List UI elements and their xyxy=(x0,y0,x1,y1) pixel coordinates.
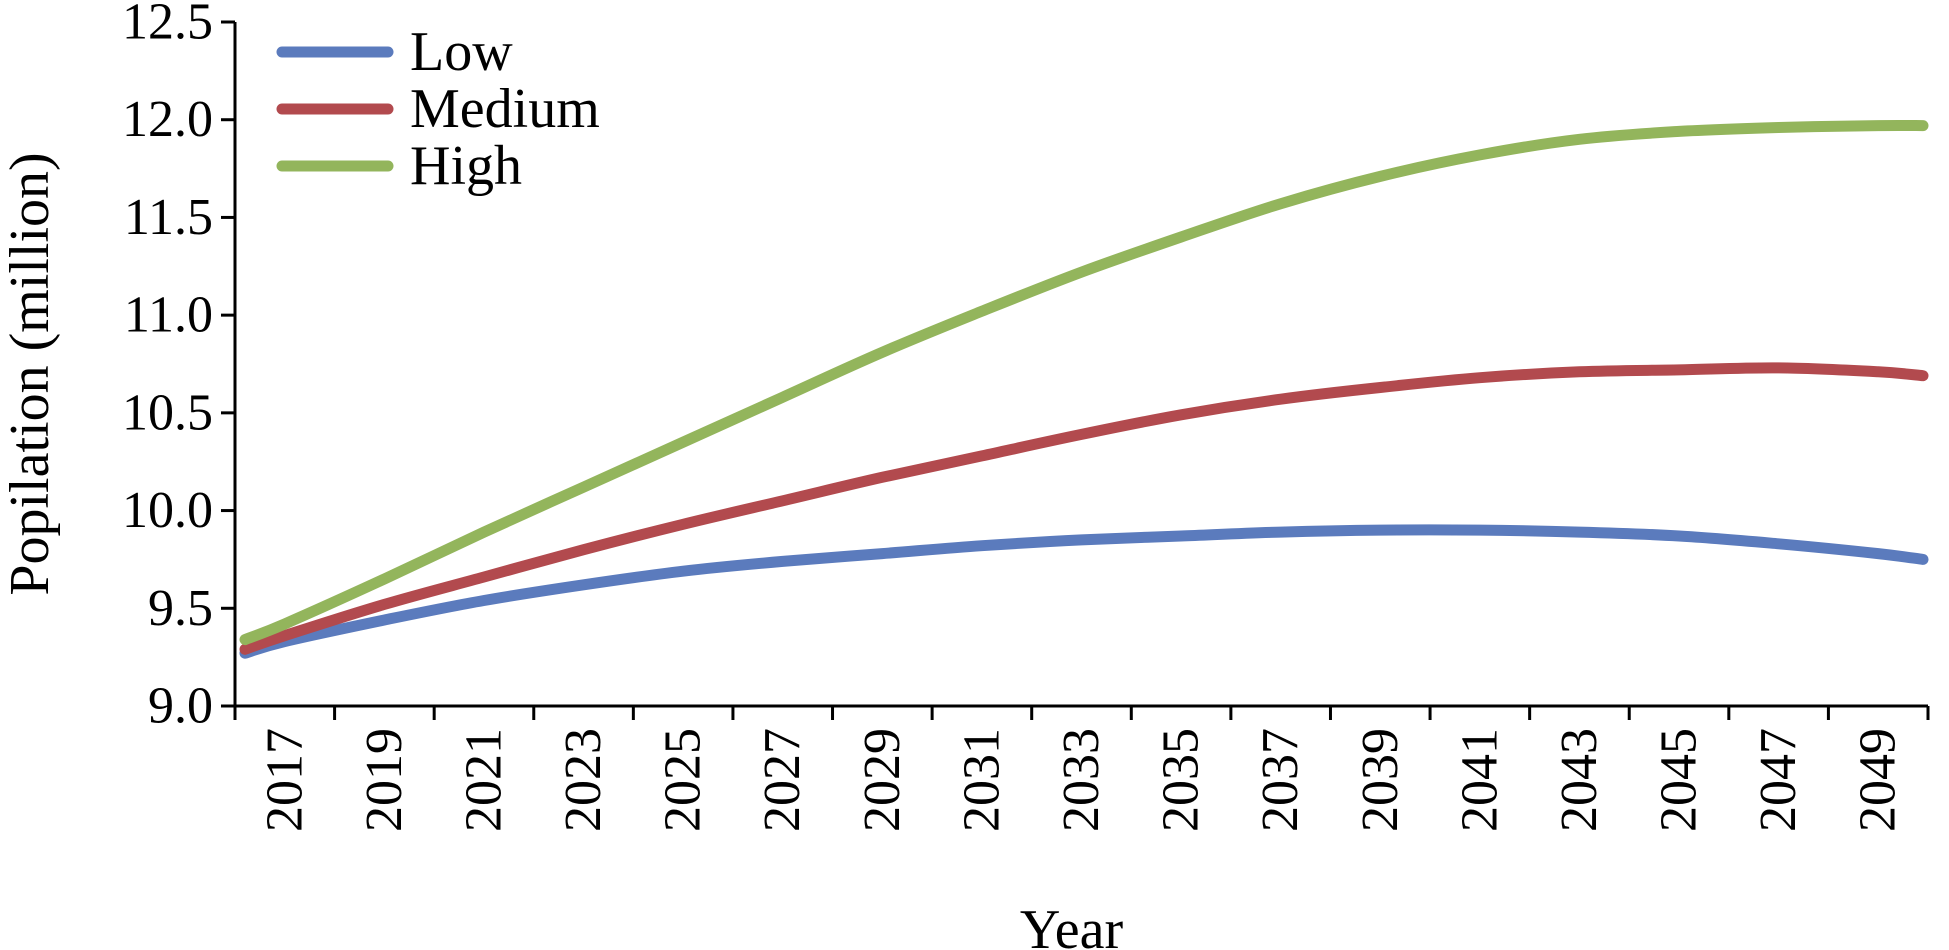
y-tick-label: 11.5 xyxy=(124,189,213,246)
series-line-high xyxy=(239,119,1929,646)
legend-label-medium: Medium xyxy=(410,78,600,140)
series-line-medium xyxy=(239,362,1929,655)
x-tick-label: 2037 xyxy=(1252,728,1309,832)
x-tick-label: 2027 xyxy=(754,728,811,832)
legend-label-high: High xyxy=(410,135,522,197)
y-tick-label: 9.5 xyxy=(148,580,213,637)
series-line-low xyxy=(239,524,1929,659)
plot-lines xyxy=(239,119,1929,659)
x-tick-label: 2039 xyxy=(1352,728,1409,832)
x-tick-label: 2023 xyxy=(555,728,612,832)
y-tick-label: 12.5 xyxy=(122,0,213,51)
legend-label-low: Low xyxy=(410,21,513,83)
x-ticks: 2017 2019 2021 2023 2025 2027 2029 2031 2033 2035… xyxy=(233,706,1930,832)
x-tick-label: 2025 xyxy=(655,728,712,832)
x-tick-label: 2031 xyxy=(953,728,1010,832)
x-tick-label: 2035 xyxy=(1153,728,1210,832)
x-tick-label: 2029 xyxy=(854,728,911,832)
x-axis-title: Year xyxy=(1020,899,1124,950)
y-tick-label: 10.5 xyxy=(122,384,213,441)
x-tick-label: 2017 xyxy=(256,728,313,832)
y-tick-label: 12.0 xyxy=(122,91,213,148)
y-axis-title: Popilation (million) xyxy=(0,152,61,595)
y-ticks: 9.0 9.5 10.0 10.5 11.0 11.5 12.0 12.5 xyxy=(122,0,235,735)
x-tick-label: 2021 xyxy=(455,728,512,832)
x-tick-label: 2049 xyxy=(1850,728,1907,832)
y-tick-label: 11.0 xyxy=(124,287,213,344)
axes: 9.09.510.010.511.011.512.012.5 2017 2019 2… xyxy=(122,0,1930,832)
x-tick-label: 2033 xyxy=(1053,728,1110,832)
x-tick-label: 2043 xyxy=(1551,728,1608,832)
x-tick-label: 2045 xyxy=(1651,728,1708,832)
y-tick-label: 10.0 xyxy=(122,482,213,539)
x-tick-label: 2019 xyxy=(356,728,413,832)
x-tick-label: 2041 xyxy=(1451,728,1508,832)
y-tick-label: 9.0 xyxy=(148,678,213,735)
x-tick-label: 2047 xyxy=(1750,728,1807,832)
